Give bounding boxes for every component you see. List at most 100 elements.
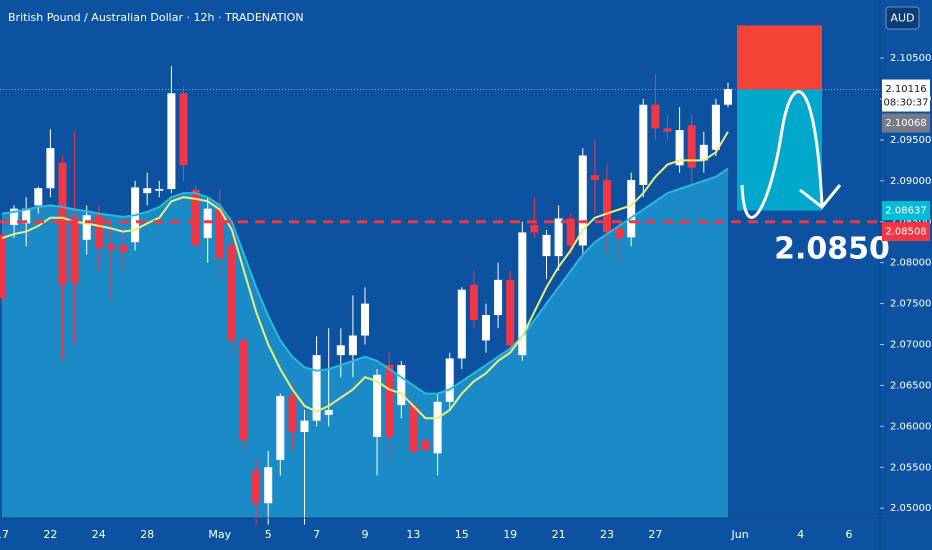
candle-body [215,208,224,259]
x-tick-label: 19 [503,528,517,541]
candle-body [494,279,503,316]
candle-body [227,245,236,341]
ma-line [1,131,729,420]
candle-body [409,405,418,452]
candle-body [300,420,309,433]
x-tick-label: 13 [406,528,420,541]
candle-body [578,155,587,246]
x-tick-label: 6 [846,528,853,541]
price-label: 2.10068 [885,118,926,129]
candle-body [191,189,200,246]
price-label: 2.08637 [885,206,926,217]
candle-body [590,175,599,181]
candle-body [264,467,273,504]
candle-body [506,279,515,346]
x-tick-label: Jun [731,528,749,541]
y-tick-label: 2.08000 [890,258,931,269]
x-tick-label: 5 [265,528,272,541]
candle-body [10,208,19,226]
candle-body [663,128,672,132]
candle-body [46,148,55,189]
candle-body [373,374,382,437]
plot-area [0,66,880,525]
ma-line [1,167,729,395]
candle-body [155,189,164,191]
candle-body [336,345,345,356]
stop-zone [737,25,822,90]
ma-area [2,168,728,518]
candle-body [627,180,636,238]
x-tick-label: 28 [140,528,154,541]
level-label: 2.0850 [774,231,890,266]
candle-body [542,234,551,257]
currency-label[interactable]: AUD [890,12,914,25]
x-tick-label: 27 [648,528,662,541]
candle-body [566,218,575,246]
candle-body [603,180,611,233]
candle-body [421,440,430,451]
candle-body [482,315,490,341]
price-label-box [882,201,930,221]
price-label-box [882,222,930,242]
y-tick-label: 2.07500 [890,299,931,310]
forecast-arrow [740,90,824,219]
y-tick-label: 2.10500 [890,53,931,64]
y-tick-label: 2.09500 [890,135,931,146]
y-tick-label: 2.05500 [890,462,931,473]
candle-body [724,89,732,105]
candle-body [469,284,478,320]
candle-body [457,289,466,359]
candle-body [70,217,79,284]
chart-title: British Pound / Australian Dollar · 12h … [8,11,304,24]
x-tick-label: 4 [797,528,804,541]
candle-body [312,355,321,421]
candle-body [143,188,152,194]
candle-body [433,401,442,454]
y-tick-label: 2.07000 [890,340,931,351]
candle-body [276,396,285,460]
y-tick-label: 2.09000 [890,176,931,187]
price-countdown: 08:30:37 [884,98,929,109]
forecast-arrowhead [799,184,842,210]
x-tick-label: 24 [92,528,106,541]
candle-body [385,364,394,437]
candle-body [167,93,176,190]
candle-body [687,125,696,168]
x-tick-label: 17 [0,528,9,541]
x-tick-label: May [208,528,231,541]
candle-body [348,335,357,356]
candle-body [361,303,369,336]
x-tick-label: 22 [43,528,57,541]
candle-body [34,188,43,206]
candle-body [252,470,261,504]
y-tick-label: 2.06500 [890,380,931,391]
candle-body [397,364,406,406]
x-tick-label: 15 [455,528,469,541]
candle-body [94,215,103,248]
currency-button[interactable] [885,6,920,30]
candle-body [651,104,660,129]
candle-body [240,340,248,441]
candle-body [82,215,91,240]
candle-body [203,208,212,239]
candle-body [119,245,127,253]
x-tick-label: 7 [313,528,320,541]
candle-body [324,409,333,415]
x-tick-label: 9 [362,528,369,541]
candle-body [445,358,454,402]
candle-body [530,225,539,233]
y-tick-label: 2.05000 [890,503,931,514]
candle-body [288,396,297,433]
candle-body [711,104,720,150]
x-tick-label: 23 [600,528,614,541]
candle-body [58,162,67,285]
candle-body [615,228,624,239]
price-label-box [882,79,930,112]
candle-body [639,104,648,185]
candle-body [699,144,708,161]
candle-body [0,234,6,298]
candle-body [675,130,684,166]
candle-body [518,232,527,356]
